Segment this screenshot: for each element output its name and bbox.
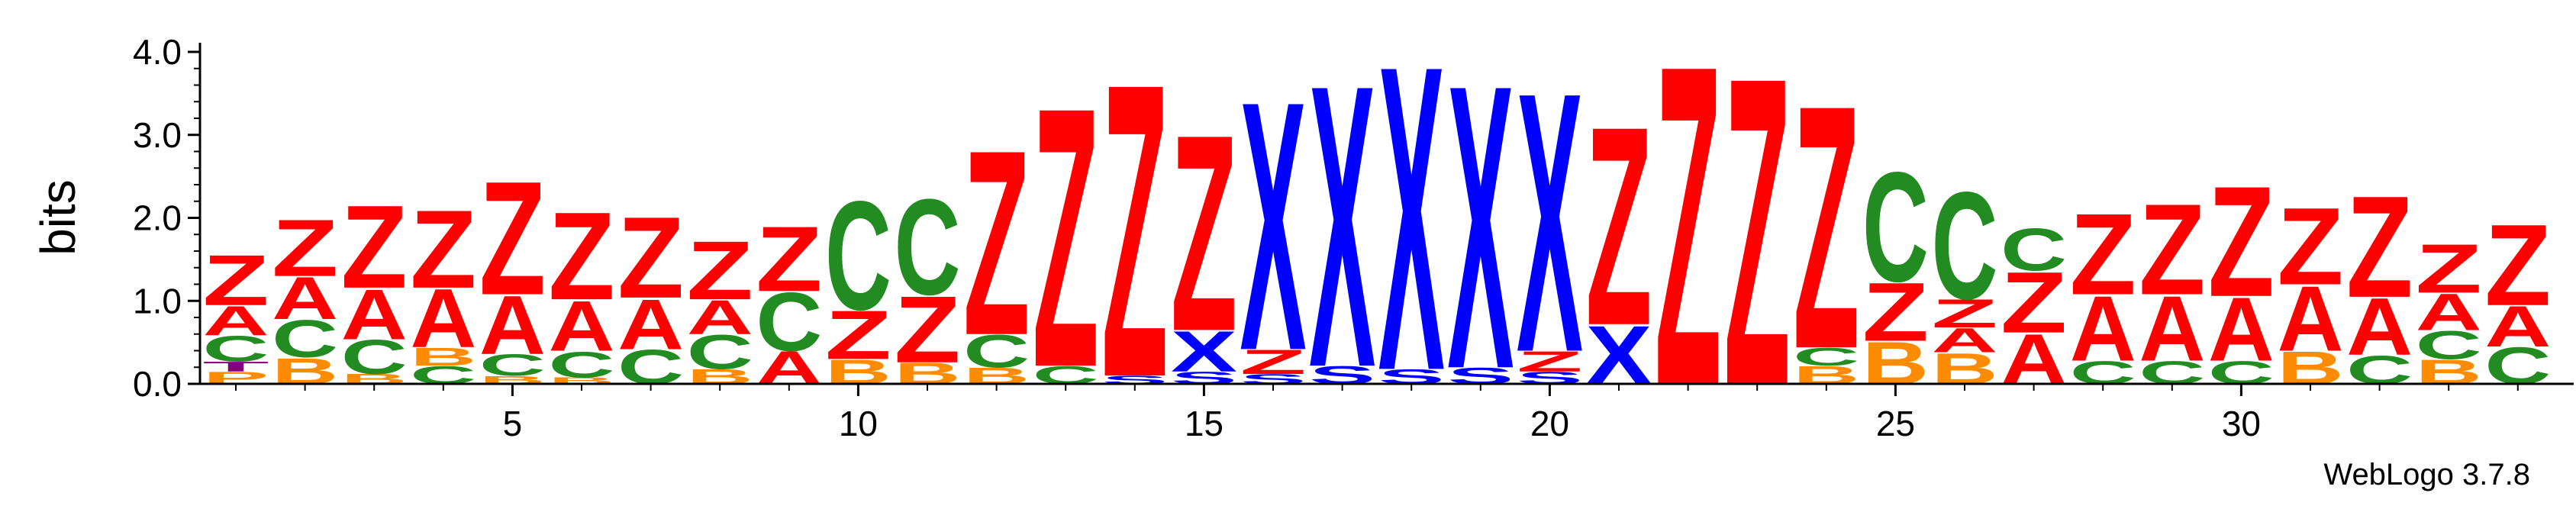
x-tick-label: 15 [1185,404,1224,443]
logo-letter-c: C [687,325,753,379]
logo-letter-a: A [2346,282,2413,372]
logo-letter-z: Z [2278,185,2344,308]
logo-letter-z: Z [2208,154,2275,330]
logo-letter-c: C [963,325,1030,377]
logo-letter-c: C [2416,323,2482,368]
logo-letter-x: X [1517,15,1584,430]
x-tick-label: 30 [2222,404,2261,443]
logo-letter-x: X [1171,319,1237,384]
y-tick-label: 4.0 [133,32,182,72]
logo-letter-z: Z [687,224,753,317]
logo-letter-c: C [1932,160,1998,331]
logo-letter-z: Z [1101,0,1168,465]
logo-letter-c: C [479,349,546,382]
logo-letter-z: Z [1171,77,1237,391]
logo-letter-c: C [2001,216,2067,284]
logo-letter-z: Z [2139,177,2205,322]
logo-letter-z: Z [1517,346,1583,378]
x-tick-label: 10 [839,404,878,443]
logo-letter-c: C [203,328,269,369]
logo-letter-c: C [756,275,822,369]
logo-letter-x: X [1447,2,1514,454]
logo-letter-a: A [2416,283,2482,342]
logo-letter-z: Z [1586,66,1652,385]
glyph-layer: PTCAZBCAZBCAZCBAZBCAZBCAZCAZBCAZACZBZCBZ… [203,0,2552,482]
logo-letter-z: Z [1932,291,1998,336]
logo-letter-z: Z [2346,167,2413,328]
logo-letter-z: Z [1862,266,1929,359]
logo-letter-z: Z [963,95,1030,391]
axis-layer [198,43,2574,385]
logo-letter-z: Z [479,149,546,330]
logo-letter-c: C [341,330,408,384]
y-tick-layer: 0.0 1.0 2.0 3.0 4.0 [133,32,200,404]
logo-letter-x: X [1309,1,1376,452]
logo-letter-z: Z [272,203,338,293]
logo-letter-c: C [272,310,338,369]
y-tick-label: 3.0 [133,115,182,155]
logo-letter-z: Z [1655,0,1721,482]
logo-letter-a: A [341,274,408,355]
logo-letter-z: Z [2001,253,2067,351]
x-tick-label: 5 [503,404,523,443]
logo-letter-a: A [1932,321,1998,359]
logo-letter-a: A [2139,276,2205,380]
logo-letter-z: Z [1724,0,1791,478]
logo-letter-z: Z [410,188,476,311]
logo-letter-a: A [272,265,338,333]
logo-letter-z: Z [2484,201,2551,330]
logo-letter-a: A [479,279,546,372]
logo-letter-z: Z [1033,31,1099,445]
logo-letter-b: B [410,343,476,371]
logo-letter-z: Z [895,276,961,382]
x-tick-layer: 5 10 15 20 25 30 [235,384,2519,443]
logo-letter-a: A [687,290,753,344]
y-tick-label: 2.0 [133,198,182,238]
logo-letter-x: X [1378,0,1446,462]
x-tick-label: 25 [1876,404,1915,443]
logo-letter-z: Z [549,186,615,327]
logo-letter-z: Z [2070,191,2136,320]
logo-letter-z: Z [2416,230,2482,308]
x-tick-label: 20 [1530,404,1569,443]
logo-letter-a: A [410,272,476,366]
logo-letter-z: Z [756,207,822,311]
y-tick-label: 0.0 [133,364,182,404]
logo-letter-z: Z [617,194,684,323]
y-axis-label: bits [31,179,85,256]
logo-letter-c: C [549,343,615,385]
logo-letter-z: Z [341,181,408,313]
logo-letter-z: Z [1793,32,1859,421]
logo-letter-a: A [2278,266,2344,370]
logo-letter-a: A [2208,280,2275,381]
logo-letter-a: A [549,285,615,366]
logo-letter-a: A [2484,295,2551,359]
logo-letter-z: Z [1240,343,1307,381]
y-tick-label: 1.0 [133,281,182,321]
logo-letter-x: X [1240,28,1307,425]
logo-letter-z: Z [825,296,891,374]
logo-letter-a: A [617,284,684,365]
logo-letter-a: A [203,298,269,344]
logo-letter-z: Z [203,240,269,321]
logo-letter-c: C [895,171,961,324]
weblogo-version-watermark: WebLogo 3.7.8 [2323,458,2530,491]
logo-letter-a: A [2070,276,2136,380]
logo-letter-t: T [203,359,269,374]
logo-letter-c: C [825,169,891,342]
logo-letter-c: C [1862,140,1929,315]
logo-letter-c: C [1793,343,1859,371]
